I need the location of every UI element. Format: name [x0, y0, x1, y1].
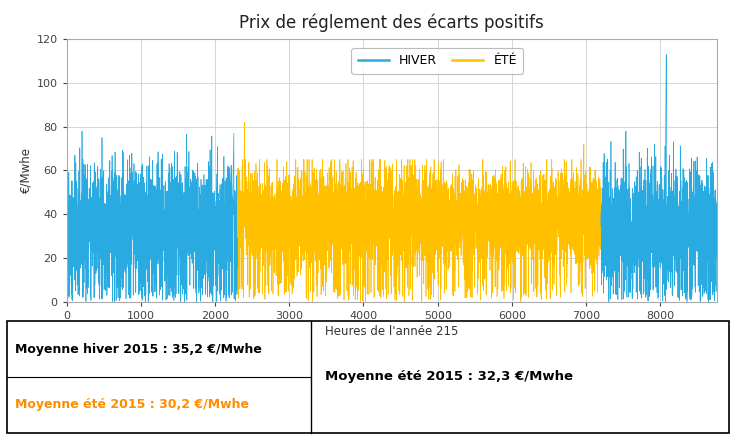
Text: Moyenne été 2015 : 32,3 €/Mwhe: Moyenne été 2015 : 32,3 €/Mwhe — [325, 371, 573, 383]
Text: Moyenne hiver 2015 : 35,2 €/Mwhe: Moyenne hiver 2015 : 35,2 €/Mwhe — [15, 343, 262, 356]
Legend: HIVER, ÉTÉ: HIVER, ÉTÉ — [351, 48, 523, 74]
Title: Prix de réglement des écarts positifs: Prix de réglement des écarts positifs — [239, 14, 544, 32]
Y-axis label: €/Mwhe: €/Mwhe — [19, 147, 33, 194]
Text: Moyenne été 2015 : 30,2 €/Mwhe: Moyenne été 2015 : 30,2 €/Mwhe — [15, 398, 248, 411]
X-axis label: Heures de l'année 215: Heures de l'année 215 — [325, 325, 458, 338]
